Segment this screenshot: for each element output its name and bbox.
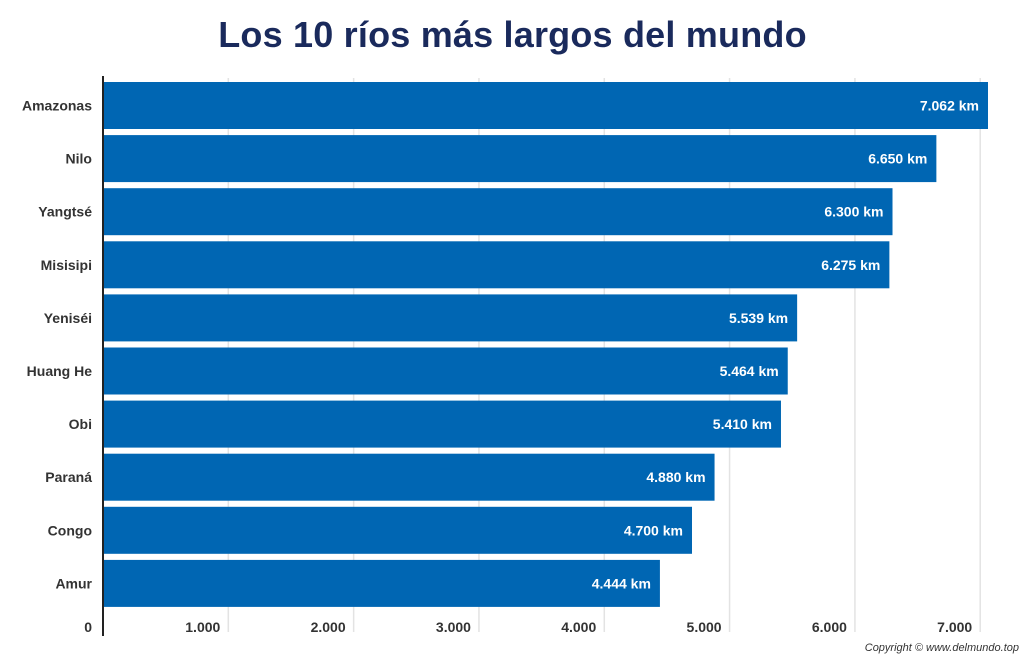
data-label: 5.539 km <box>729 310 788 326</box>
bar-10 <box>103 559 660 607</box>
bar-5 <box>103 294 798 342</box>
bar-2 <box>103 135 937 183</box>
category-label: Nilo <box>66 151 92 167</box>
bar-7 <box>103 400 781 448</box>
x-tick-label: 2.000 <box>311 619 346 635</box>
chart-title: Los 10 ríos más largos del mundo <box>218 14 807 55</box>
x-tick-label: 5.000 <box>687 619 722 635</box>
category-label: Misisipi <box>41 257 92 273</box>
x-tick-label: 4.000 <box>561 619 596 635</box>
category-label: Yeniséi <box>44 310 92 326</box>
bar-6 <box>103 347 788 395</box>
category-label: Obi <box>69 416 92 432</box>
bar-3 <box>103 188 893 236</box>
x-tick-label: 7.000 <box>937 619 972 635</box>
bar-8 <box>103 453 715 501</box>
category-label: Amur <box>55 575 92 591</box>
data-label: 6.300 km <box>824 204 883 220</box>
data-label: 5.464 km <box>720 363 779 379</box>
data-label: 4.700 km <box>624 522 683 538</box>
bar-9 <box>103 506 692 554</box>
category-label: Congo <box>48 522 92 538</box>
bar-4 <box>103 241 890 289</box>
category-label: Amazonas <box>22 98 92 114</box>
category-label: Paraná <box>45 469 92 485</box>
data-label: 5.410 km <box>713 416 772 432</box>
x-tick-label: 6.000 <box>812 619 847 635</box>
x-tick-label: 3.000 <box>436 619 471 635</box>
copyright-credit: Copyright © www.delmundo.top <box>864 642 1019 654</box>
data-label: 7.062 km <box>920 98 979 114</box>
x-tick-label: 1.000 <box>185 619 220 635</box>
data-label: 4.444 km <box>592 575 651 591</box>
data-label: 6.650 km <box>868 151 927 167</box>
bar-1 <box>103 82 988 129</box>
category-label: Yangtsé <box>38 204 92 220</box>
data-label: 6.275 km <box>821 257 880 273</box>
category-label: Huang He <box>27 363 93 379</box>
x-tick-label: 0 <box>84 619 92 635</box>
data-label: 4.880 km <box>646 469 705 485</box>
